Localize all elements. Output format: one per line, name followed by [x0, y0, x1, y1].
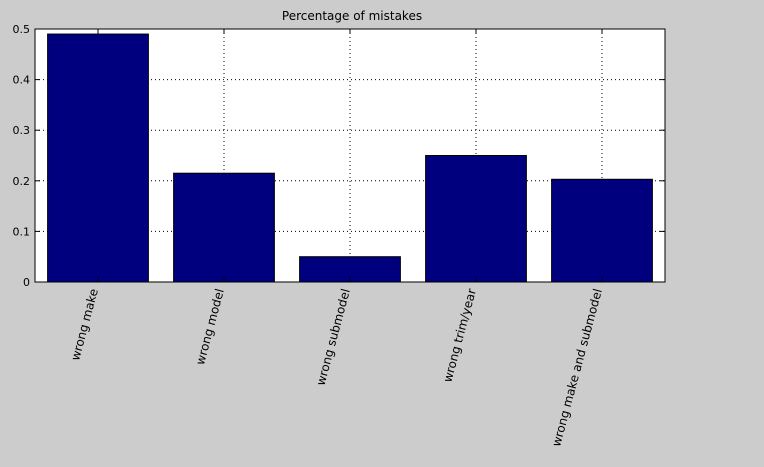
y-tick-label: 0.5	[13, 23, 31, 36]
x-tick-label: wrong trim/year	[440, 287, 478, 384]
chart-title: Percentage of mistakes	[282, 9, 422, 23]
bar-4	[425, 155, 527, 283]
bar-5	[551, 178, 653, 283]
bar-2	[173, 172, 275, 283]
x-tick-label: wrong submodel	[314, 287, 353, 387]
bar-1	[47, 33, 149, 283]
y-tick-label: 0.1	[13, 225, 31, 238]
y-tick-label: 0.2	[13, 175, 31, 188]
x-tick-label: wrong make and submodel	[549, 287, 605, 448]
y-tick-label: 0.4	[13, 74, 31, 87]
y-tick-label: 0.3	[13, 124, 31, 137]
x-tick-label: wrong model	[193, 287, 227, 366]
y-axis: 0 0.1 0.2 0.3 0.4 0.5	[13, 23, 665, 289]
x-tick-label: wrong make	[68, 287, 101, 362]
y-tick-label: 0	[23, 276, 30, 289]
